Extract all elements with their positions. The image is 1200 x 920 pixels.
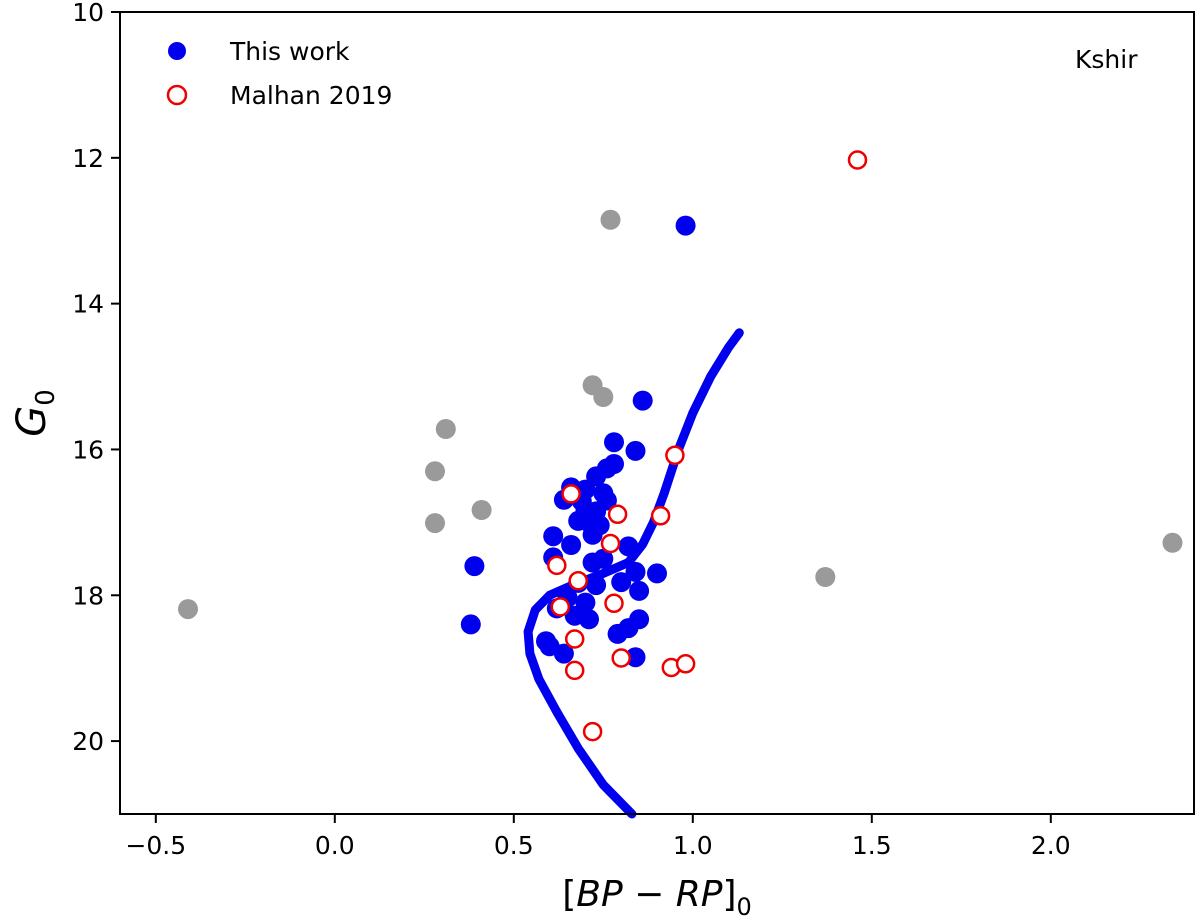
point-this-work <box>604 432 624 453</box>
point-this-work <box>586 575 607 596</box>
point-gray <box>593 387 614 407</box>
y-axis-label: G0 <box>9 389 61 437</box>
x-tick-label: 0.5 <box>494 831 534 860</box>
plot-background <box>120 12 1194 814</box>
x-axis-label-part: 0 <box>737 893 752 920</box>
point-this-work <box>647 563 667 584</box>
y-tick-label: 12 <box>72 144 104 173</box>
point-malhan-2019 <box>561 484 581 504</box>
point-gray <box>178 599 198 620</box>
point-this-work <box>553 643 574 664</box>
y-axis-label-part: G <box>9 406 55 437</box>
point-this-work <box>561 535 582 555</box>
point-this-work <box>460 614 481 635</box>
x-tick-label: 0.0 <box>315 831 355 860</box>
point-gray <box>425 513 445 534</box>
point-malhan-2019 <box>650 506 671 526</box>
x-tick-label: 2.0 <box>1031 831 1071 860</box>
point-malhan-2019 <box>547 555 567 576</box>
x-axis-label-part: BP <box>576 874 623 915</box>
point-gray <box>1162 532 1183 553</box>
legend-label-this-work: This work <box>229 37 350 66</box>
point-gray <box>435 419 456 439</box>
point-this-work <box>632 390 653 411</box>
x-tick-label: 1.0 <box>673 831 713 860</box>
point-malhan-2019 <box>847 150 868 170</box>
point-this-work <box>593 548 614 569</box>
point-malhan-2019 <box>675 654 696 674</box>
x-axis-label: [BP − RP]0 <box>562 874 752 920</box>
x-axis-label-part: ] <box>722 874 736 915</box>
point-this-work <box>464 556 485 577</box>
y-tick-label: 10 <box>72 0 104 27</box>
point-malhan-2019 <box>568 570 588 591</box>
point-malhan-2019 <box>665 445 685 466</box>
x-axis-label-part: [ <box>562 874 576 915</box>
legend-label-malhan: Malhan 2019 <box>230 81 392 110</box>
x-tick-label: 1.5 <box>852 831 892 860</box>
point-this-work <box>607 623 628 644</box>
point-malhan-2019 <box>564 660 585 681</box>
y-tick-label: 20 <box>72 727 104 756</box>
y-tick-label: 16 <box>72 435 104 464</box>
point-this-work <box>582 524 603 545</box>
point-this-work <box>611 572 632 593</box>
point-this-work <box>625 561 646 582</box>
point-this-work <box>625 647 646 668</box>
point-this-work <box>543 526 564 547</box>
point-this-work <box>579 609 599 630</box>
x-axis-label-part: RP <box>676 874 723 915</box>
point-this-work <box>629 580 650 601</box>
point-gray <box>600 209 621 230</box>
y-tick-label: 18 <box>72 581 104 610</box>
y-tick-label: 14 <box>72 290 104 319</box>
point-gray <box>815 567 836 587</box>
point-malhan-2019 <box>604 593 624 614</box>
y-axis-label-part: 0 <box>31 389 61 406</box>
point-this-work <box>625 440 646 461</box>
point-this-work <box>675 215 696 236</box>
point-this-work <box>618 536 639 557</box>
point-malhan-2019 <box>550 597 571 617</box>
y-axis-ticks: 10 12 14 16 18 20 <box>72 0 120 756</box>
legend-marker-this-work <box>168 42 186 60</box>
x-axis-ticks: −0.5 0.0 0.5 1.0 1.5 2.0 <box>125 814 1071 860</box>
point-gray <box>471 500 492 520</box>
point-malhan-2019 <box>582 721 603 742</box>
point-malhan-2019 <box>564 629 585 649</box>
point-malhan-2019 <box>607 504 628 525</box>
point-gray <box>425 461 445 482</box>
points-layer <box>178 150 1183 742</box>
x-axis-label-part: − <box>623 874 676 915</box>
point-malhan-2019 <box>600 533 621 554</box>
legend: This work Malhan 2019 <box>166 37 392 110</box>
annotation-label: Kshir <box>1075 45 1138 74</box>
legend-marker-malhan <box>166 84 188 106</box>
x-tick-label: −0.5 <box>125 831 186 860</box>
point-malhan-2019 <box>611 648 631 668</box>
plot-frame <box>119 11 1195 815</box>
